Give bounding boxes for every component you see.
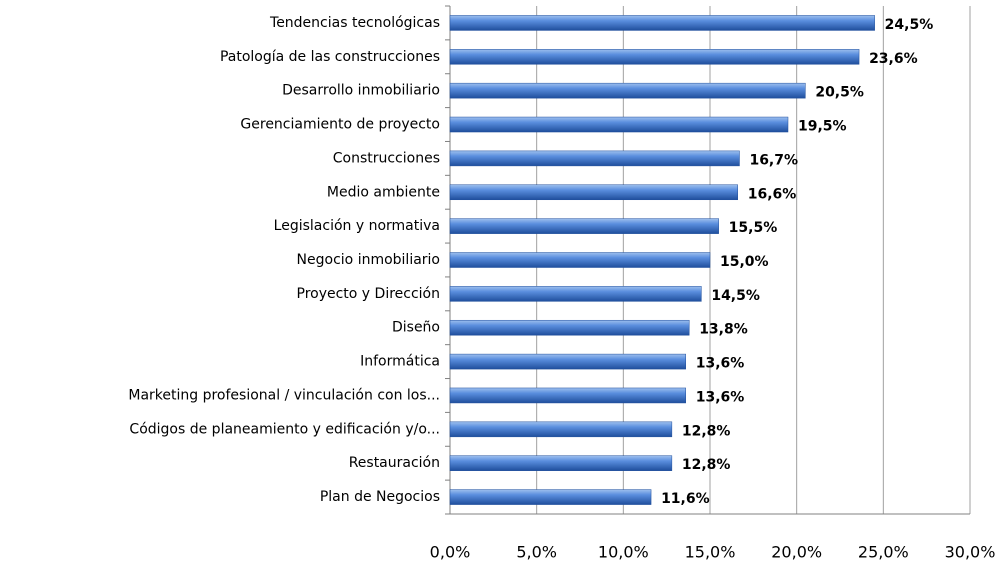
bar <box>449 49 860 65</box>
bar <box>449 421 673 438</box>
bar <box>449 319 690 336</box>
y-tick-label: Legislación y normativa <box>274 218 440 234</box>
value-label: 14,5% <box>711 288 760 304</box>
bar <box>449 218 719 234</box>
x-tick-label: 0,0% <box>430 543 471 562</box>
y-tick-label: Desarrollo inmobiliario <box>282 83 440 99</box>
x-tick-label: 15,0% <box>685 543 736 562</box>
y-tick-label: Diseño <box>392 320 440 336</box>
value-label: 13,6% <box>696 356 745 372</box>
value-label: 19,5% <box>798 119 847 135</box>
bar <box>449 15 875 31</box>
value-label: 20,5% <box>815 85 864 101</box>
bar <box>449 150 740 167</box>
y-tick-label: Patología de las construcciones <box>220 49 440 65</box>
value-label: 11,6% <box>661 491 710 507</box>
value-label: 13,6% <box>696 389 745 405</box>
bar <box>449 286 702 302</box>
y-tick-label: Códigos de planeamiento y edificación y/… <box>129 421 440 437</box>
y-tick-label: Tendencias tecnológicas <box>269 15 440 31</box>
y-tick-label: Negocio inmobiliario <box>297 252 440 268</box>
x-tick-label: 10,0% <box>598 543 649 562</box>
value-label: 13,8% <box>699 322 748 338</box>
value-label: 24,5% <box>885 17 934 33</box>
bar <box>449 252 711 268</box>
bar <box>449 116 789 133</box>
y-tick-label: Proyecto y Dirección <box>297 286 441 302</box>
y-tick-label: Restauración <box>349 455 440 471</box>
value-label: 16,6% <box>748 186 797 202</box>
bar <box>449 353 686 370</box>
x-tick-label: 20,0% <box>771 543 822 562</box>
x-tick-label: 25,0% <box>858 543 909 562</box>
value-label: 16,7% <box>749 152 798 168</box>
y-tick-label: Marketing profesional / vinculación con … <box>128 387 440 403</box>
value-label: 12,8% <box>682 457 731 473</box>
value-label: 15,5% <box>729 220 778 236</box>
y-tick-label: Informática <box>360 354 440 370</box>
bar <box>449 489 652 505</box>
y-tick-label: Plan de Negocios <box>320 489 440 505</box>
x-tick-label: 30,0% <box>945 543 996 562</box>
bar <box>449 82 806 99</box>
y-tick-label: Construcciones <box>333 150 440 166</box>
x-tick-label: 5,0% <box>516 543 557 562</box>
bar <box>449 455 673 471</box>
value-label: 23,6% <box>869 51 918 67</box>
bar <box>449 184 738 201</box>
value-label: 12,8% <box>682 423 731 439</box>
y-tick-label: Gerenciamiento de proyecto <box>240 117 440 133</box>
bar <box>449 387 686 404</box>
y-tick-label: Medio ambiente <box>327 184 440 200</box>
value-label: 15,0% <box>720 254 769 270</box>
